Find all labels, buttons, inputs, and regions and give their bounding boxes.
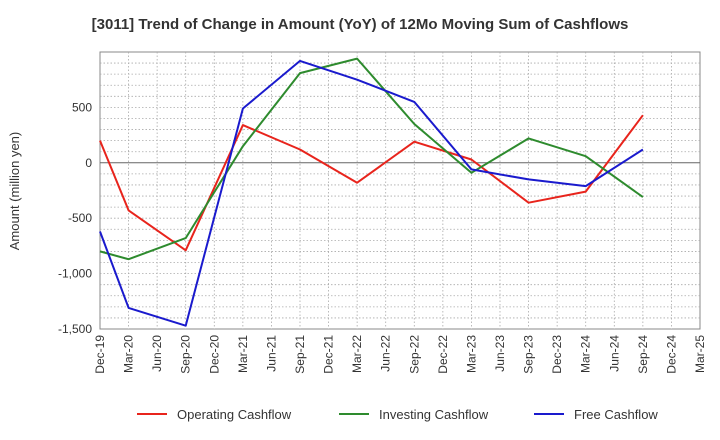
x-tick-label: Jun-23 [493,335,507,372]
plot-border [99,51,701,330]
y-tick-label: 0 [85,156,92,170]
x-tick-label: Dec-21 [322,335,336,374]
x-tick-label: Mar-21 [236,335,250,373]
x-tick-label: Mar-23 [464,335,478,373]
y-axis-title: Amount (million yen) [7,132,22,251]
y-tick-label: -1,000 [58,267,92,281]
free-cashflow-line [99,59,644,327]
x-axis-ticks: Dec-19 Mar-20 Jun-20 Sep-20 Dec-20 Mar-21 Jun-… [93,335,707,374]
x-tick-label: Sep-24 [636,335,650,374]
x-tick-label: Dec-24 [664,335,678,374]
y-tick-label: -500 [68,211,92,225]
x-tick-label: Mar-20 [122,335,136,373]
x-tick-label: Mar-25 [693,335,707,373]
x-tick-label: Mar-24 [579,335,593,373]
x-tick-label: Sep-21 [293,335,307,374]
y-tick-label: 500 [72,100,92,114]
x-tick-label: Jun-20 [150,335,164,372]
series-layer [99,57,644,327]
operating-cashflow-legend-label: Operating Cashflow [177,407,292,422]
free-cashflow-legend-label: Free Cashflow [574,407,658,422]
plot-area [99,51,701,330]
x-tick-label: Dec-22 [436,335,450,374]
operating-cashflow-line [99,114,644,252]
x-tick-label: Dec-23 [550,335,564,374]
x-tick-label: Jun-24 [607,335,621,372]
x-tick-label: Jun-21 [264,335,278,372]
y-tick-label: -1,500 [58,322,92,336]
grid-lines [100,52,700,329]
investing-cashflow-line [99,57,644,261]
x-tick-label: Sep-22 [407,335,421,374]
chart-title: [3011] Trend of Change in Amount (YoY) o… [91,16,629,33]
x-tick-label: Dec-20 [207,335,221,374]
x-tick-label: Mar-22 [350,335,364,373]
y-axis-ticks: 500 0 -500 -1,000 -1,500 [58,100,92,336]
legend: Operating Cashflow Investing Cashflow Free… [137,407,658,422]
x-tick-label: Sep-20 [179,335,193,374]
x-tick-label: Jun-22 [379,335,393,372]
investing-cashflow-legend-label: Investing Cashflow [379,407,489,422]
x-tick-label: Dec-19 [93,335,107,374]
x-tick-label: Sep-23 [522,335,536,374]
